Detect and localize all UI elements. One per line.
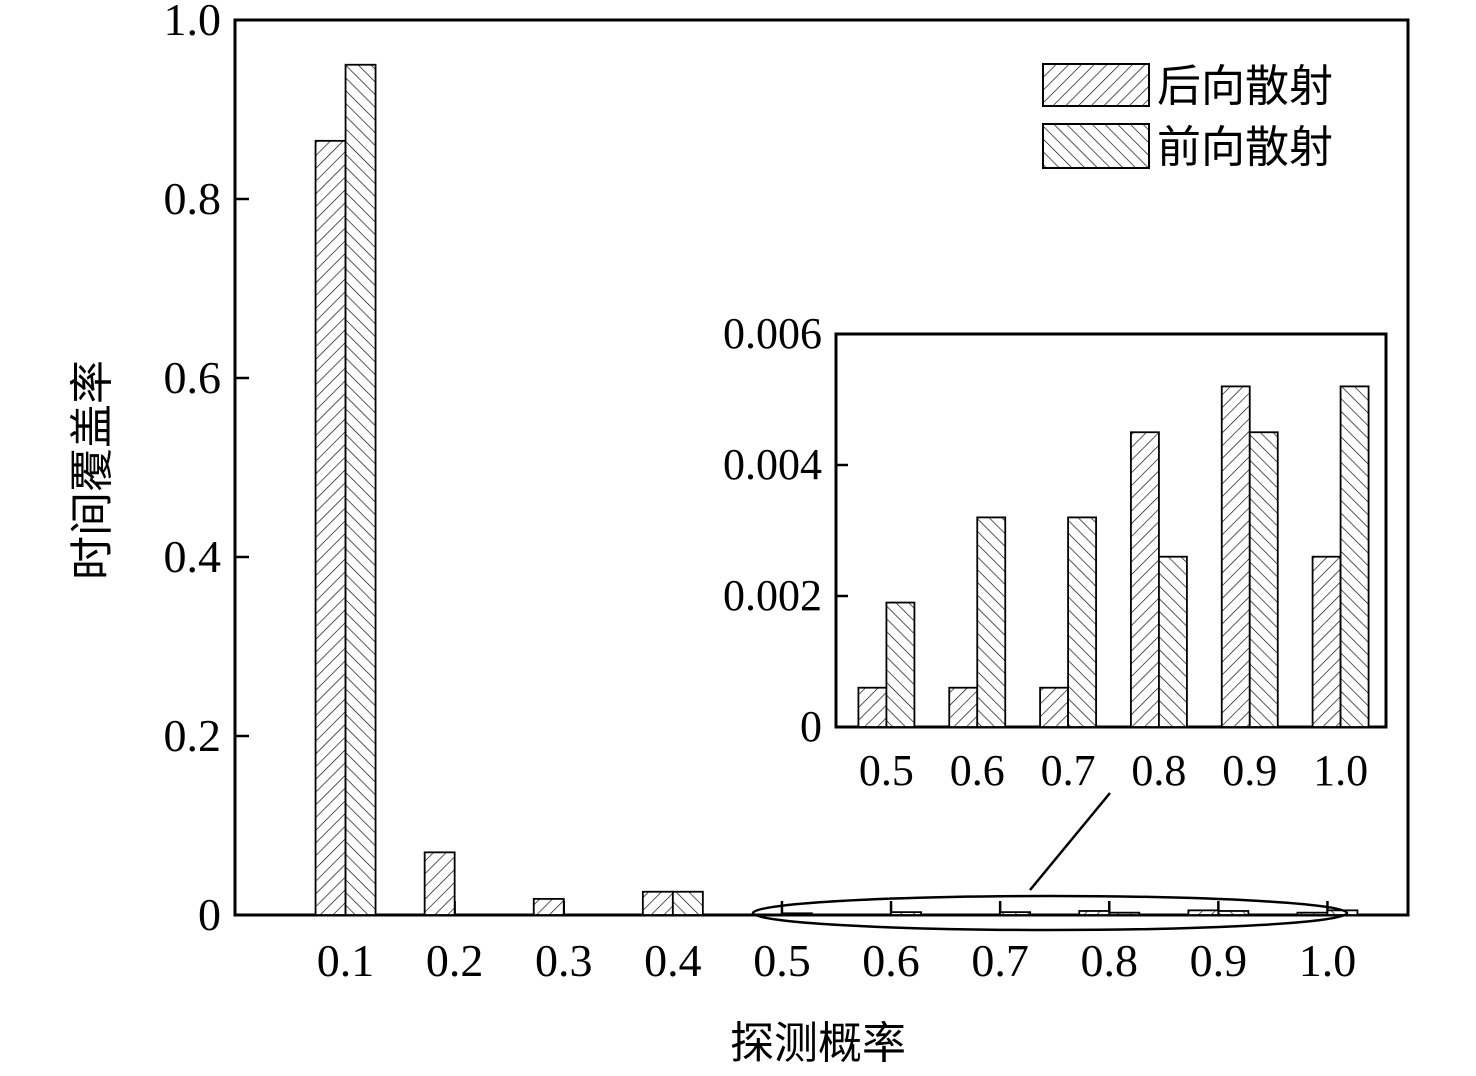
main-bar-forwardscatter: [781, 912, 813, 916]
main-xtick-label: 0.2: [426, 935, 484, 986]
zoom-connector: [1029, 792, 1111, 891]
inset-bar-backscatter: [1039, 686, 1069, 728]
main-bar-backscatter: [314, 139, 347, 916]
inset-bar-backscatter: [1220, 385, 1251, 728]
main-bar-forwardscatter: [890, 911, 922, 916]
main-bar-backscatter: [641, 890, 674, 916]
main-bar-backscatter: [860, 913, 892, 916]
main-xtick-label: 0.7: [971, 935, 1029, 986]
main-bar-forwardscatter: [344, 63, 377, 916]
legend-label-forwardscatter: 前向散射: [1157, 122, 1333, 173]
inset-ytick-label: 0.002: [723, 571, 822, 620]
inset-xtick-label: 0.5: [859, 746, 914, 795]
x-axis-title: 探测概率: [730, 1018, 906, 1069]
main-xtick-label: 1.0: [1299, 935, 1357, 986]
main-ytick-label: 1.0: [164, 0, 222, 45]
main-ytick-label: 0.4: [164, 531, 222, 582]
main-x-axis: 0.1 0.2 0.3 0.4 0.5 0.6 0.7 0.8 0.9 1.0: [317, 901, 1356, 986]
legend-swatch-backscatter: [1042, 63, 1150, 107]
inset-bar-forwardscatter: [1339, 385, 1370, 728]
inset-bars: [857, 385, 1370, 728]
main-xtick-label: 0.4: [644, 935, 702, 986]
main-bar-backscatter: [532, 897, 565, 916]
inset-bar-forwardscatter: [885, 601, 916, 728]
main-y-axis: 0 0.2 0.4 0.6 0.8 1.0: [164, 0, 249, 940]
inset-ytick-label: 0.006: [723, 309, 822, 358]
main-bar-forwardscatter: [1108, 911, 1141, 916]
main-bar-backscatter: [1296, 911, 1329, 916]
main-ytick-label: 0.2: [164, 710, 222, 761]
main-bar-backscatter: [1187, 909, 1220, 916]
zoom-ellipse: [751, 894, 1349, 932]
inset-bar-backscatter: [1311, 555, 1342, 728]
main-bar-backscatter: [969, 913, 1002, 916]
legend: 后向散射 前向散射: [1042, 61, 1333, 173]
inset-bar-backscatter: [948, 686, 979, 728]
inset-ytick-label: 0: [800, 702, 822, 751]
inset-xtick-label: 0.7: [1041, 746, 1096, 795]
main-ytick-label: 0.8: [164, 173, 222, 224]
inset-bar-forwardscatter: [1067, 516, 1097, 728]
main-bar-forwardscatter: [671, 890, 704, 916]
legend-swatch-forwardscatter: [1042, 123, 1150, 169]
main-bar-backscatter: [1078, 910, 1111, 916]
main-ytick-label: 0: [198, 889, 221, 940]
inset-bar-forwardscatter: [1158, 555, 1188, 728]
y-axis-title: 时间覆盖率: [67, 360, 118, 580]
inset-xtick-label: 0.6: [950, 746, 1005, 795]
legend-label-backscatter: 后向散射: [1157, 61, 1333, 112]
inset-xtick-label: 0.9: [1222, 746, 1277, 795]
main-xtick-label: 0.9: [1190, 935, 1248, 986]
main-ytick-label: 0.6: [164, 352, 222, 403]
inset-ytick-label: 0.004: [723, 440, 822, 489]
main-xtick-label: 0.1: [317, 935, 375, 986]
inset-xtick-label: 1.0: [1313, 746, 1368, 795]
inset-y-axis: 0 0.002 0.004 0.006: [723, 309, 848, 751]
inset-bar-backscatter: [857, 686, 888, 728]
main-bar-forwardscatter: [999, 911, 1032, 916]
inset-bar-forwardscatter: [976, 516, 1007, 728]
main-xtick-label: 0.5: [753, 935, 811, 986]
main-plot-frame: [233, 18, 1410, 917]
inset-bar-forwardscatter: [1248, 431, 1279, 728]
inset-xtick-label: 0.8: [1131, 746, 1186, 795]
main-xtick-label: 0.6: [862, 935, 920, 986]
main-xtick-label: 0.3: [535, 935, 593, 986]
inset-x-axis: 0.5 0.6 0.7 0.8 0.9 1.0: [859, 715, 1368, 795]
main-bar-backscatter: [423, 851, 456, 916]
inset-plot: 0 0.002 0.004 0.006 0.5 0.6 0.7 0.8 0.9 1.0: [723, 309, 1388, 795]
main-bar-forwardscatter: [1217, 910, 1250, 916]
main-plot: 00.20.40.60.81.0 0.1 0.2 0.3 0.4 0.5 0.6 0.7 0.…: [164, 0, 1410, 986]
inset-plot-frame: [834, 332, 1388, 729]
main-xtick-label: 0.8: [1081, 935, 1139, 986]
inset-bar-backscatter: [1130, 431, 1160, 728]
main-bars: [314, 63, 1359, 916]
